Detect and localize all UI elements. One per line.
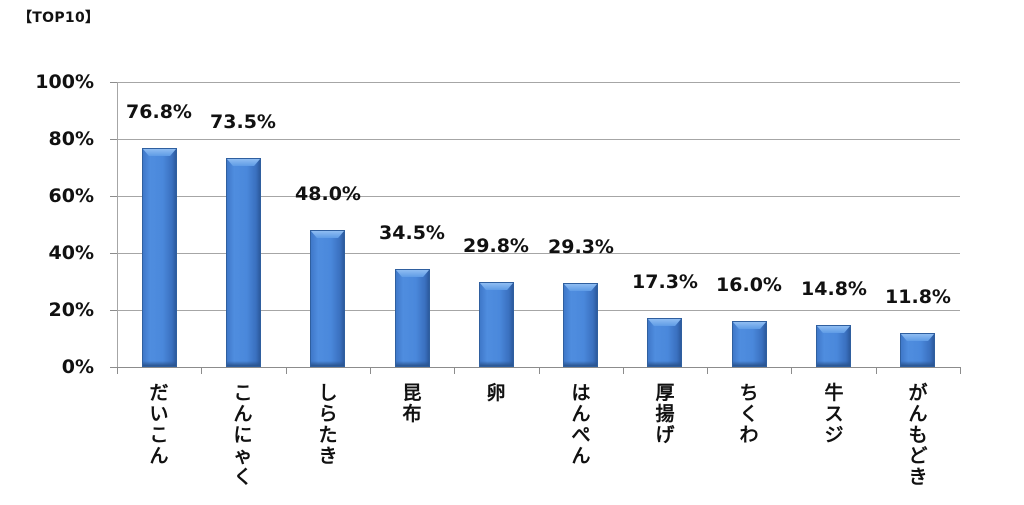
bar [226, 158, 261, 367]
bar [563, 283, 598, 367]
gridline [117, 253, 960, 254]
x-tick-mark [201, 367, 202, 374]
bar [900, 333, 935, 367]
data-label: 29.3% [548, 236, 614, 258]
x-tick-mark [370, 367, 371, 374]
data-label: 34.5% [379, 222, 445, 244]
data-label: 14.8% [801, 278, 867, 300]
category-label: 昆布 [402, 382, 422, 425]
x-tick-mark [707, 367, 708, 374]
data-label: 16.0% [716, 274, 782, 296]
category-label: ちくわ [739, 382, 759, 446]
y-tick-mark [110, 139, 117, 140]
category-label: しらたき [318, 382, 338, 467]
y-tick-label: 60% [48, 185, 94, 207]
category-label: がんもどき [908, 382, 928, 488]
data-label: 29.8% [463, 235, 529, 257]
x-tick-mark [960, 367, 961, 374]
data-label: 17.3% [632, 271, 698, 293]
bar [395, 269, 430, 367]
bar [142, 148, 177, 367]
y-tick-mark [110, 82, 117, 83]
y-tick-mark [110, 310, 117, 311]
data-label: 11.8% [885, 286, 951, 308]
x-tick-mark [623, 367, 624, 374]
x-axis [110, 367, 961, 368]
x-tick-mark [876, 367, 877, 374]
category-label: 厚揚げ [655, 382, 675, 446]
gridline [117, 82, 960, 83]
category-label: はんぺん [571, 382, 591, 467]
y-tick-label: 20% [48, 299, 94, 321]
y-tick-label: 0% [61, 356, 94, 378]
y-tick-label: 100% [35, 71, 94, 93]
x-tick-mark [539, 367, 540, 374]
category-label: だいこん [149, 382, 169, 467]
category-label: 牛スジ [824, 382, 844, 446]
bar [816, 325, 851, 367]
x-tick-mark [286, 367, 287, 374]
gridline [117, 196, 960, 197]
bar [647, 318, 682, 367]
y-tick-mark [110, 196, 117, 197]
category-label: 卵 [486, 382, 506, 404]
y-tick-label: 80% [48, 128, 94, 150]
x-tick-mark [791, 367, 792, 374]
data-label: 48.0% [295, 183, 361, 205]
bar [732, 321, 767, 367]
data-label: 73.5% [210, 111, 276, 133]
y-axis [117, 82, 118, 368]
y-tick-mark [110, 367, 117, 368]
y-tick-label: 40% [48, 242, 94, 264]
y-tick-mark [110, 253, 117, 254]
gridline [117, 139, 960, 140]
category-label: こんにゃく [233, 382, 253, 488]
bar [479, 282, 514, 367]
x-tick-mark [117, 367, 118, 374]
chart-title: 【TOP10】 [18, 10, 100, 26]
x-tick-mark [454, 367, 455, 374]
bar [310, 230, 345, 367]
data-label: 76.8% [126, 101, 192, 123]
gridline [117, 310, 960, 311]
